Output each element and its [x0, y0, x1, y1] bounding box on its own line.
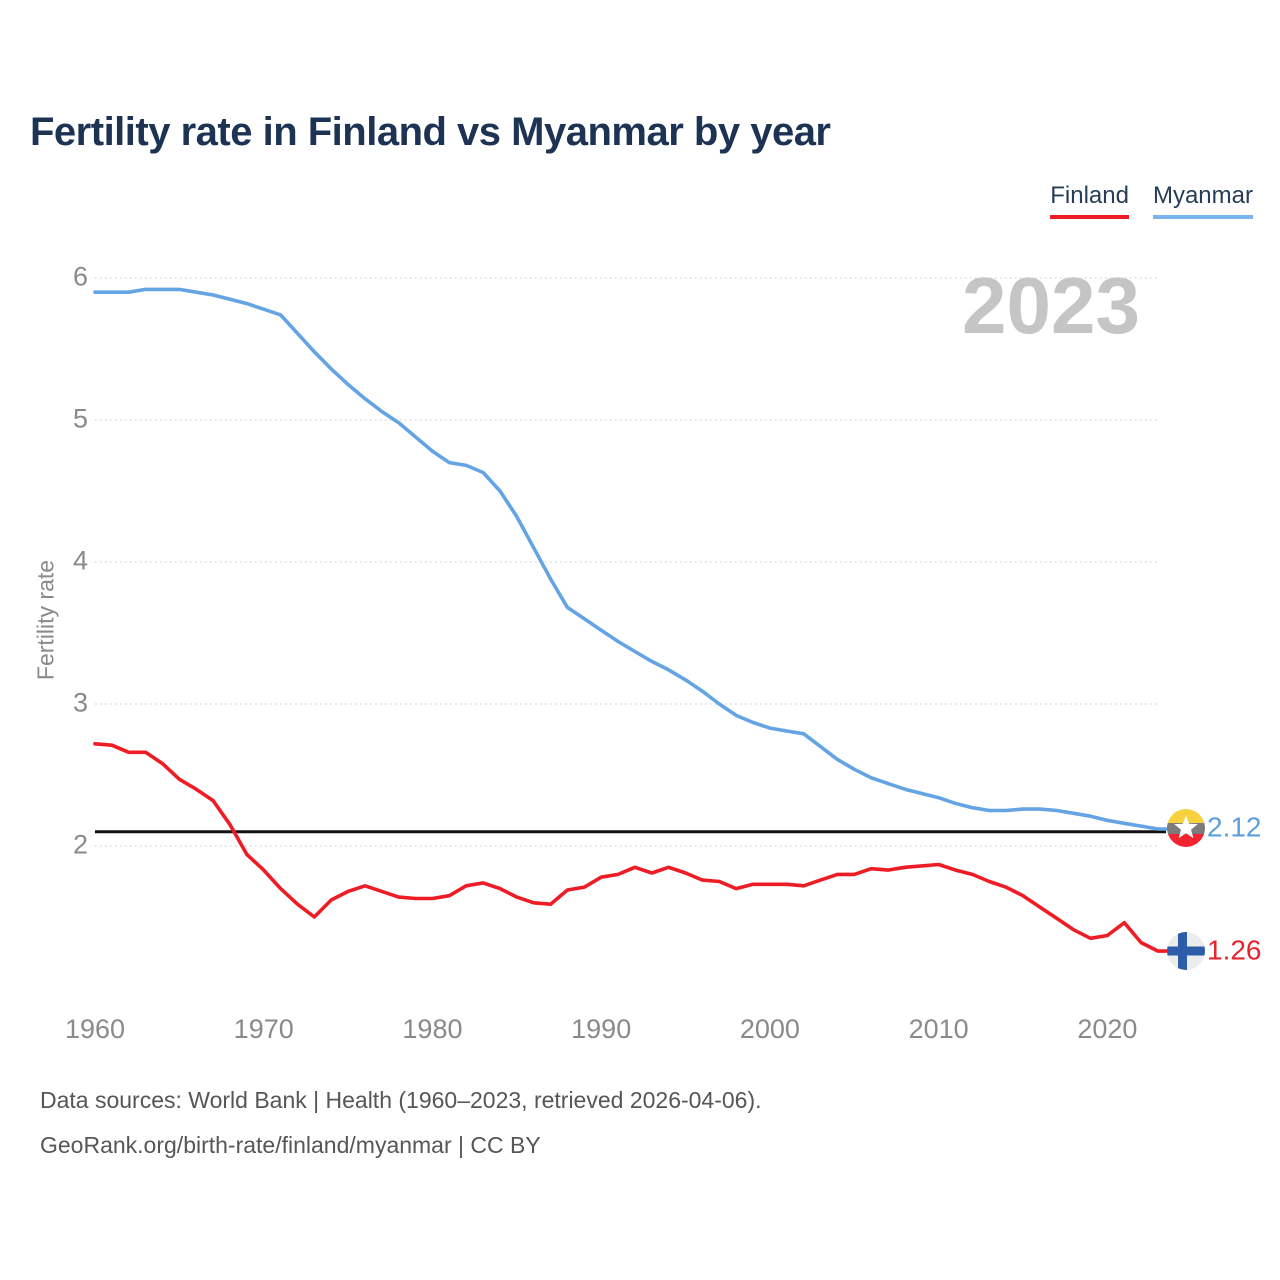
x-tick-label: 2020: [1077, 1014, 1138, 1044]
y-tick-label: 4: [72, 545, 88, 576]
y-tick-label: 2: [72, 829, 88, 860]
footer: Data sources: World Bank | Health (1960–…: [40, 1078, 762, 1168]
y-tick-label: 3: [72, 687, 88, 718]
finland-line: [93, 741, 1168, 953]
y-tick-label: 5: [72, 403, 88, 434]
x-tick-label: 2010: [908, 1014, 969, 1044]
page-title: Fertility rate in Finland vs Myanmar by …: [30, 110, 831, 154]
year-watermark: 2023: [962, 261, 1140, 350]
y-tick-label: 6: [72, 261, 88, 292]
finland-flag-icon: [1167, 932, 1205, 970]
x-tick-label: 1970: [233, 1014, 294, 1044]
x-tick-label: 2000: [739, 1014, 800, 1044]
x-tick-label: 1990: [571, 1014, 632, 1044]
gridlines: [95, 277, 1160, 847]
x-tick-label: 1960: [64, 1014, 126, 1044]
myanmar-end-value: 2.12: [1207, 811, 1262, 843]
legend: Finland Myanmar: [1050, 182, 1253, 219]
finland-end-value: 1.26: [1207, 934, 1262, 966]
legend-item-myanmar[interactable]: Myanmar: [1152, 182, 1253, 219]
attribution-link[interactable]: GeoRank.org/birth-rate/finland/myanmar |…: [40, 1132, 541, 1158]
data-sources-text: Data sources: World Bank | Health (1960–…: [40, 1087, 762, 1113]
myanmar-flag-icon: [1167, 809, 1205, 847]
x-tick-label: 1980: [402, 1014, 463, 1044]
myanmar-line: [93, 287, 1168, 831]
legend-item-finland[interactable]: Finland: [1050, 182, 1129, 219]
